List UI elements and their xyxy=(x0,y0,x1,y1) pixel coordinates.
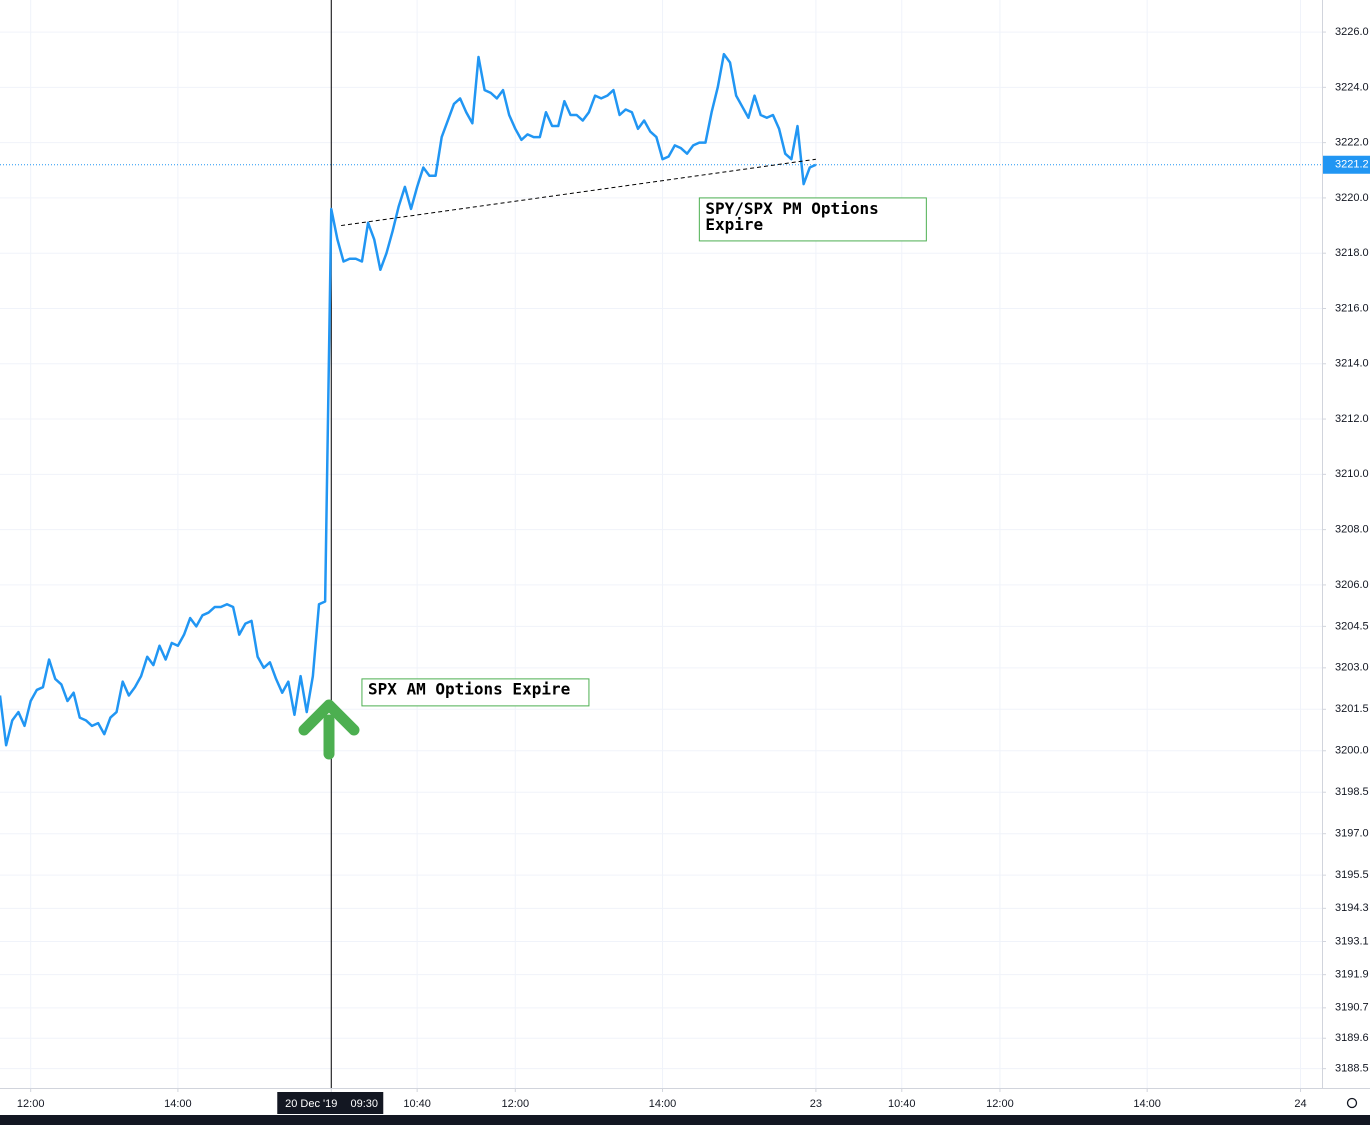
y-tick-label: 3226.0 xyxy=(1335,26,1369,38)
annotation-box xyxy=(361,678,590,707)
y-tick-label: 3188.5 xyxy=(1335,1063,1369,1075)
y-tick-label: 3218.0 xyxy=(1335,247,1369,259)
trend-line xyxy=(341,158,816,227)
crosshair-label-bg xyxy=(277,1092,384,1114)
y-tick-label: 3208.0 xyxy=(1335,524,1369,536)
y-tick-label: 3201.5 xyxy=(1335,703,1369,715)
x-tick-label: 10:40 xyxy=(403,1098,431,1110)
y-tick-label: 3190.7 xyxy=(1335,1002,1369,1014)
x-tick-label: 12:00 xyxy=(17,1098,45,1110)
y-tick-label: 3210.0 xyxy=(1335,468,1369,480)
y-tick-label: 3189.6 xyxy=(1335,1032,1369,1044)
y-tick-label: 3222.0 xyxy=(1335,137,1369,149)
y-tick-label: 3224.0 xyxy=(1335,81,1369,93)
y-tick-label: 3206.0 xyxy=(1335,579,1369,591)
y-tick-label: 3191.9 xyxy=(1335,969,1369,981)
y-tick-label: 3194.3 xyxy=(1335,902,1369,914)
arrow-up xyxy=(298,699,360,760)
y-tick-label: 3204.5 xyxy=(1335,620,1369,632)
x-tick-label: 14:00 xyxy=(164,1098,192,1110)
last-value-label: 3221.2 xyxy=(1335,159,1369,171)
settings-icon[interactable] xyxy=(1346,1097,1358,1109)
y-tick-label: 3195.5 xyxy=(1335,869,1369,881)
y-tick-label: 3200.0 xyxy=(1335,745,1369,757)
price-line xyxy=(0,52,817,747)
crosshair-date: 20 Dec '19 xyxy=(285,1098,337,1110)
x-tick-label: 23 xyxy=(810,1098,822,1110)
y-tick-label: 3203.0 xyxy=(1335,662,1369,674)
x-tick-label: 10:40 xyxy=(888,1098,916,1110)
last-value-bg xyxy=(1323,155,1370,174)
y-tick-label: 3193.1 xyxy=(1335,935,1369,947)
x-tick-label: 12:00 xyxy=(502,1098,530,1110)
bottom-bar xyxy=(0,1115,1370,1125)
x-tick-label: 24 xyxy=(1294,1098,1306,1110)
y-tick-label: 3198.5 xyxy=(1335,786,1369,798)
x-tick-label: 14:00 xyxy=(649,1098,677,1110)
annotation-text: SPY/SPX PM Options Expire xyxy=(705,198,878,233)
axes: 3226.0 3224.0 3222.0 3220.0 3218.0 3216.0 3214… xyxy=(17,26,1370,1114)
y-tick-label: 3214.0 xyxy=(1335,358,1369,370)
y-tick-label: 3197.0 xyxy=(1335,828,1369,840)
grid xyxy=(0,0,1322,1088)
annotation-text: SPX AM Options Expire xyxy=(368,679,570,698)
annotation-box xyxy=(698,197,927,242)
plot: SPX AM Options Expire SPY/SPX PM Options E… xyxy=(0,0,1322,1088)
x-tick-label: 12:00 xyxy=(986,1098,1014,1110)
x-tick-label: 14:00 xyxy=(1133,1098,1161,1110)
y-tick-label: 3216.0 xyxy=(1335,302,1369,314)
y-tick-label: 3220.0 xyxy=(1335,192,1369,204)
x-tick-label: 09:30 xyxy=(351,1098,379,1110)
y-tick-label: 3212.0 xyxy=(1335,413,1369,425)
